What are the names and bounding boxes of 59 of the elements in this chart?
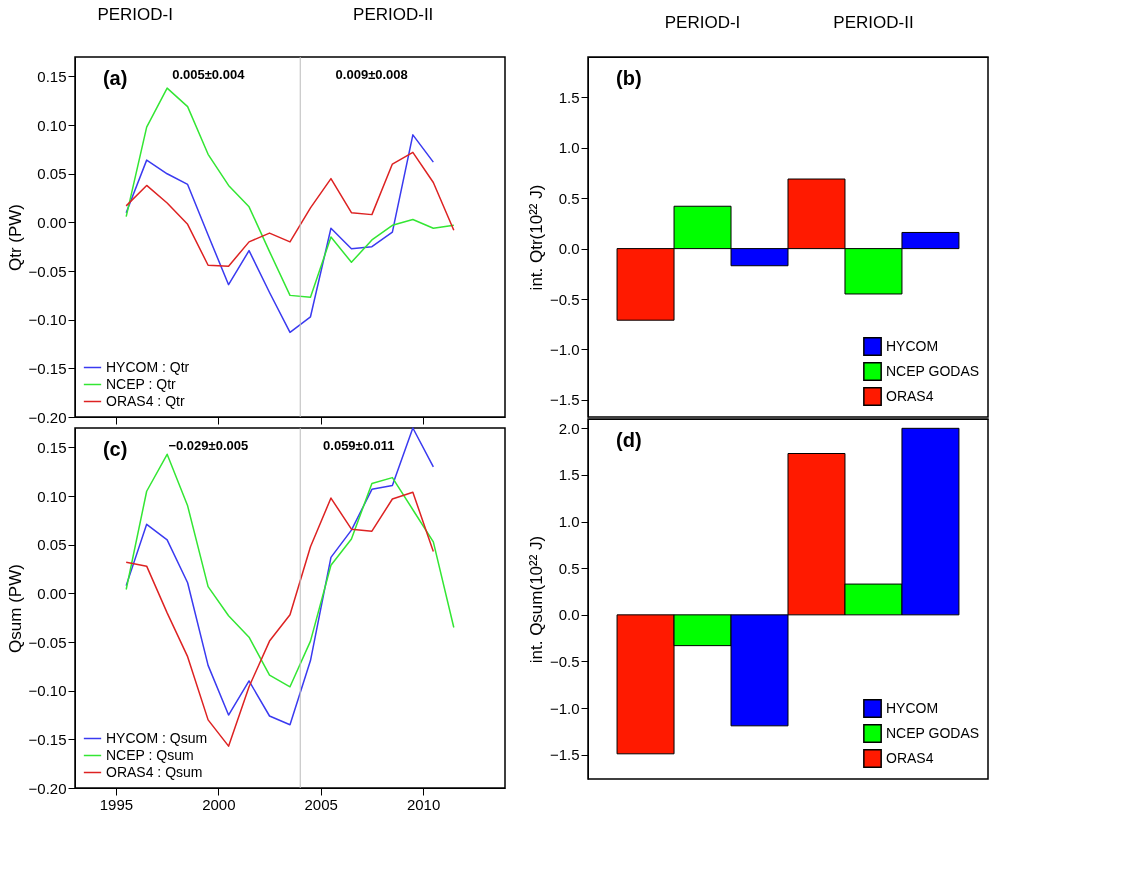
annotation: (b): [616, 67, 642, 89]
y-axis-title: Qtr (PW): [5, 203, 25, 272]
y-tick-label: −0.15: [28, 730, 67, 748]
y-tick-label: 0.00: [37, 584, 67, 602]
y-tick-label: 1.5: [558, 88, 580, 106]
x-tick-label: 2005: [304, 795, 338, 813]
y-tick-label: −0.05: [28, 262, 67, 280]
annotation: 0.009±0.008: [335, 67, 408, 82]
y-tick-label: 0.0: [558, 240, 580, 258]
legend-label: ORAS4: [886, 749, 934, 766]
x-tick-label: 1995: [99, 795, 134, 813]
legend-label: HYCOM : Qsum: [106, 729, 208, 746]
y-tick-label: −1.5: [549, 391, 580, 409]
y-tick-label: −1.5: [549, 746, 580, 764]
legend-label: NCEP : Qsum: [106, 746, 194, 763]
y-tick-label: 0.10: [37, 487, 67, 505]
y-tick-label: 0.05: [37, 536, 67, 554]
y-tick-label: 0.15: [37, 67, 67, 85]
y-tick-label: −0.15: [28, 359, 67, 377]
annotation: 0.059±0.011: [323, 438, 395, 453]
y-tick-label: 0.0: [558, 606, 580, 624]
annotation: 0.005±0.004: [172, 67, 246, 82]
legend-label: ORAS4 : Qsum: [106, 763, 203, 780]
y-tick-label: 0.5: [558, 559, 580, 577]
legend-label: HYCOM: [886, 337, 939, 354]
y-tick-label: 1.0: [558, 139, 580, 157]
y-tick-label: −0.5: [549, 652, 580, 670]
legend-label: NCEP : Qtr: [106, 375, 177, 392]
legend-label: NCEP GODAS: [886, 724, 980, 741]
y-tick-label: 1.5: [558, 466, 580, 484]
y-tick-label: 2.0: [558, 419, 580, 437]
y-tick-label: 0.5: [558, 189, 580, 207]
y-axis-title: int. Qtr(10²² J): [526, 184, 546, 291]
y-tick-label: −0.20: [28, 408, 67, 426]
y-tick-label: 0.15: [37, 438, 67, 456]
y-axis-title: int. Qsum(10²² J): [526, 535, 546, 664]
annotation: (c): [102, 438, 128, 460]
y-tick-label: −0.05: [28, 633, 67, 651]
annotation: (a): [102, 67, 128, 89]
legend-label: ORAS4: [886, 387, 934, 404]
y-axis-title: Qsum (PW): [5, 564, 25, 653]
x-tick-label: 2000: [202, 795, 236, 813]
annotation: (d): [616, 429, 642, 451]
legend-label: ORAS4 : Qtr: [106, 392, 185, 409]
y-tick-label: −0.10: [28, 311, 67, 329]
y-tick-label: 1.0: [558, 513, 580, 531]
y-tick-label: −0.5: [549, 290, 580, 308]
legend-label: HYCOM: [886, 699, 939, 716]
y-tick-label: 0.05: [37, 165, 67, 183]
y-tick-label: 0.10: [37, 116, 67, 134]
y-tick-label: −0.20: [28, 779, 67, 797]
y-tick-label: 0.00: [37, 213, 67, 231]
x-tick-label: 2010: [406, 795, 441, 813]
y-tick-label: −0.10: [28, 682, 67, 700]
y-tick-label: −1.0: [549, 699, 580, 717]
y-tick-label: −1.0: [549, 340, 580, 358]
annotation: −0.029±0.005: [168, 438, 249, 453]
legend-label: NCEP GODAS: [886, 362, 980, 379]
legend-label: HYCOM : Qtr: [106, 358, 190, 375]
